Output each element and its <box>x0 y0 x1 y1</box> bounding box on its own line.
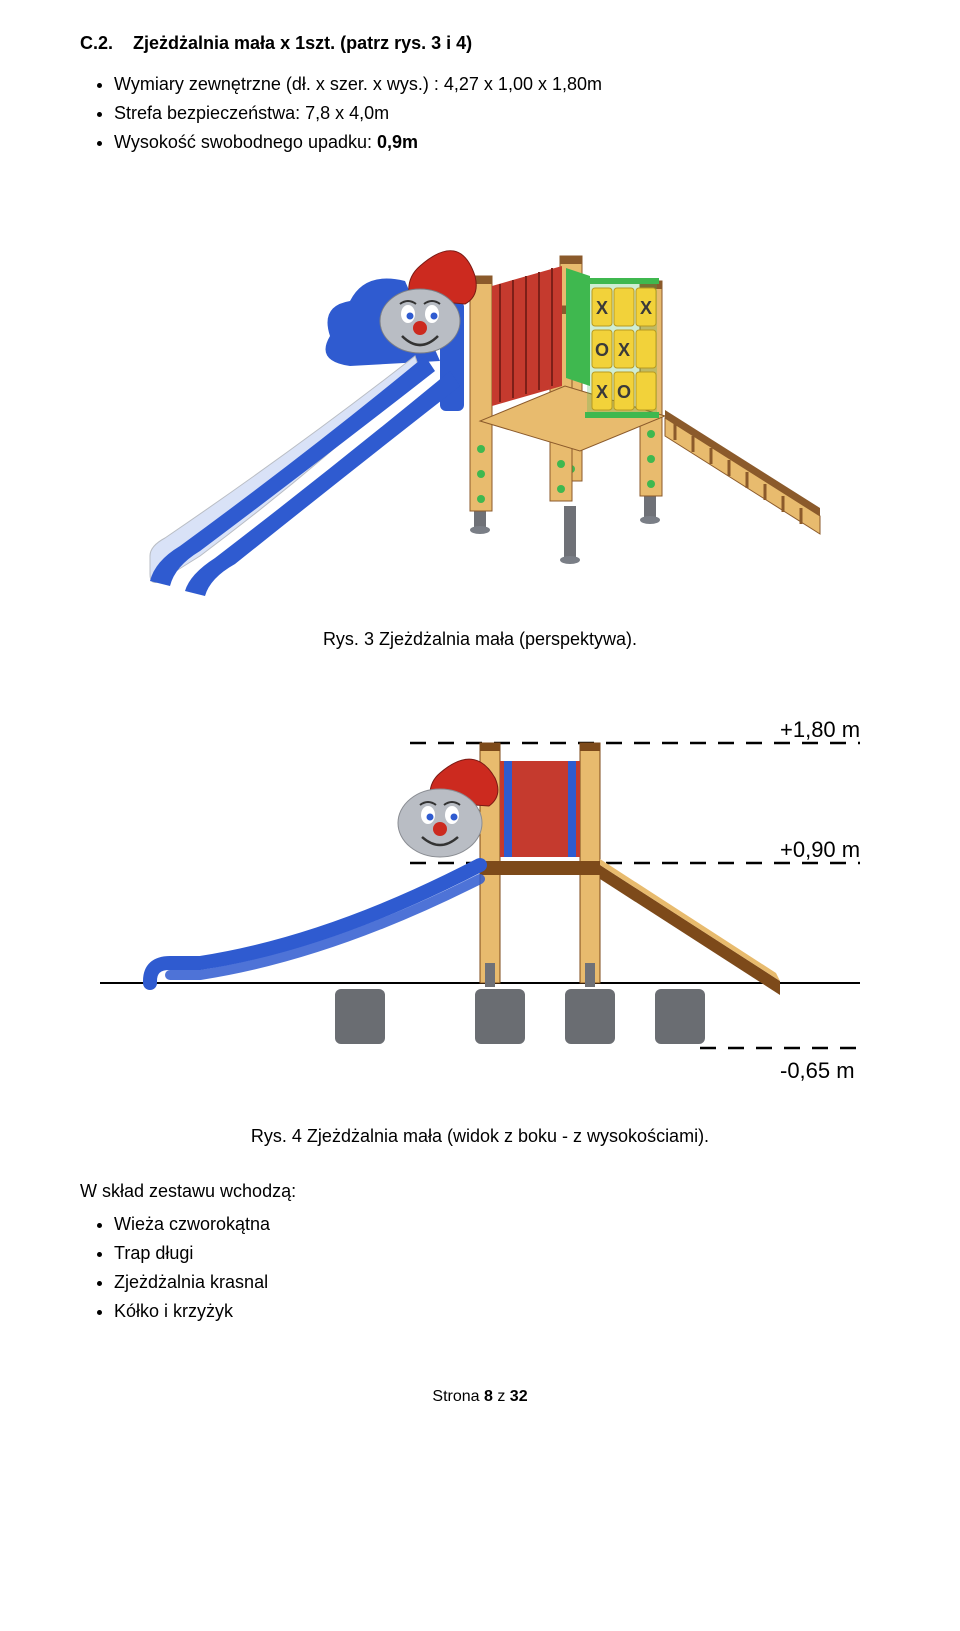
composition-item: Wieża czworokątna <box>114 1211 880 1238</box>
svg-text:O: O <box>617 382 631 402</box>
spec-fall-height: Wysokość swobodnego upadku: 0,9m <box>114 129 880 156</box>
spec-fall-prefix: Wysokość swobodnego upadku: <box>114 132 377 152</box>
composition-item: Zjeżdżalnia krasnal <box>114 1269 880 1296</box>
composition-item: Kółko i krzyżyk <box>114 1298 880 1325</box>
section-heading: C.2. Zjeżdżalnia mała x 1szt. (patrz rys… <box>80 30 880 57</box>
spec-list: Wymiary zewnętrzne (dł. x szer. x wys.) … <box>114 71 880 156</box>
svg-text:X: X <box>618 340 630 360</box>
footer-mid: z <box>493 1388 510 1405</box>
spec-dimensions: Wymiary zewnętrzne (dł. x szer. x wys.) … <box>114 71 880 98</box>
figure-4-caption: Rys. 4 Zjeżdżalnia mała (widok z boku - … <box>80 1123 880 1150</box>
svg-text:+1,80 m: +1,80 m <box>780 717 860 742</box>
figure-3: XXOXXO <box>80 186 880 606</box>
footer-page: 8 <box>484 1388 493 1405</box>
playground-sideview-svg: +1,80 m +0,90 m -0,65 m <box>80 683 880 1103</box>
composition-item: Trap długi <box>114 1240 880 1267</box>
section-number: C.2. <box>80 30 113 57</box>
svg-text:X: X <box>640 298 652 318</box>
svg-text:O: O <box>595 340 609 360</box>
section-title: Zjeżdżalnia mała x 1szt. (patrz rys. 3 i… <box>133 30 472 57</box>
composition-list: Wieża czworokątnaTrap długiZjeżdżalnia k… <box>114 1211 880 1325</box>
figure-4: +1,80 m +0,90 m -0,65 m <box>80 683 880 1103</box>
svg-text:-0,65 m: -0,65 m <box>780 1058 855 1083</box>
composition-intro: W skład zestawu wchodzą: <box>80 1178 880 1205</box>
playground-perspective-svg: XXOXXO <box>120 186 840 606</box>
footer-total: 32 <box>510 1388 528 1405</box>
figure-3-caption: Rys. 3 Zjeżdżalnia mała (perspektywa). <box>80 626 880 653</box>
page-footer: Strona 8 z 32 <box>80 1385 880 1409</box>
spec-fall-value: 0,9m <box>377 132 418 152</box>
spec-safety-zone: Strefa bezpieczeństwa: 7,8 x 4,0m <box>114 100 880 127</box>
svg-text:X: X <box>596 382 608 402</box>
svg-text:X: X <box>596 298 608 318</box>
svg-text:+0,90 m: +0,90 m <box>780 837 860 862</box>
footer-prefix: Strona <box>432 1388 484 1405</box>
